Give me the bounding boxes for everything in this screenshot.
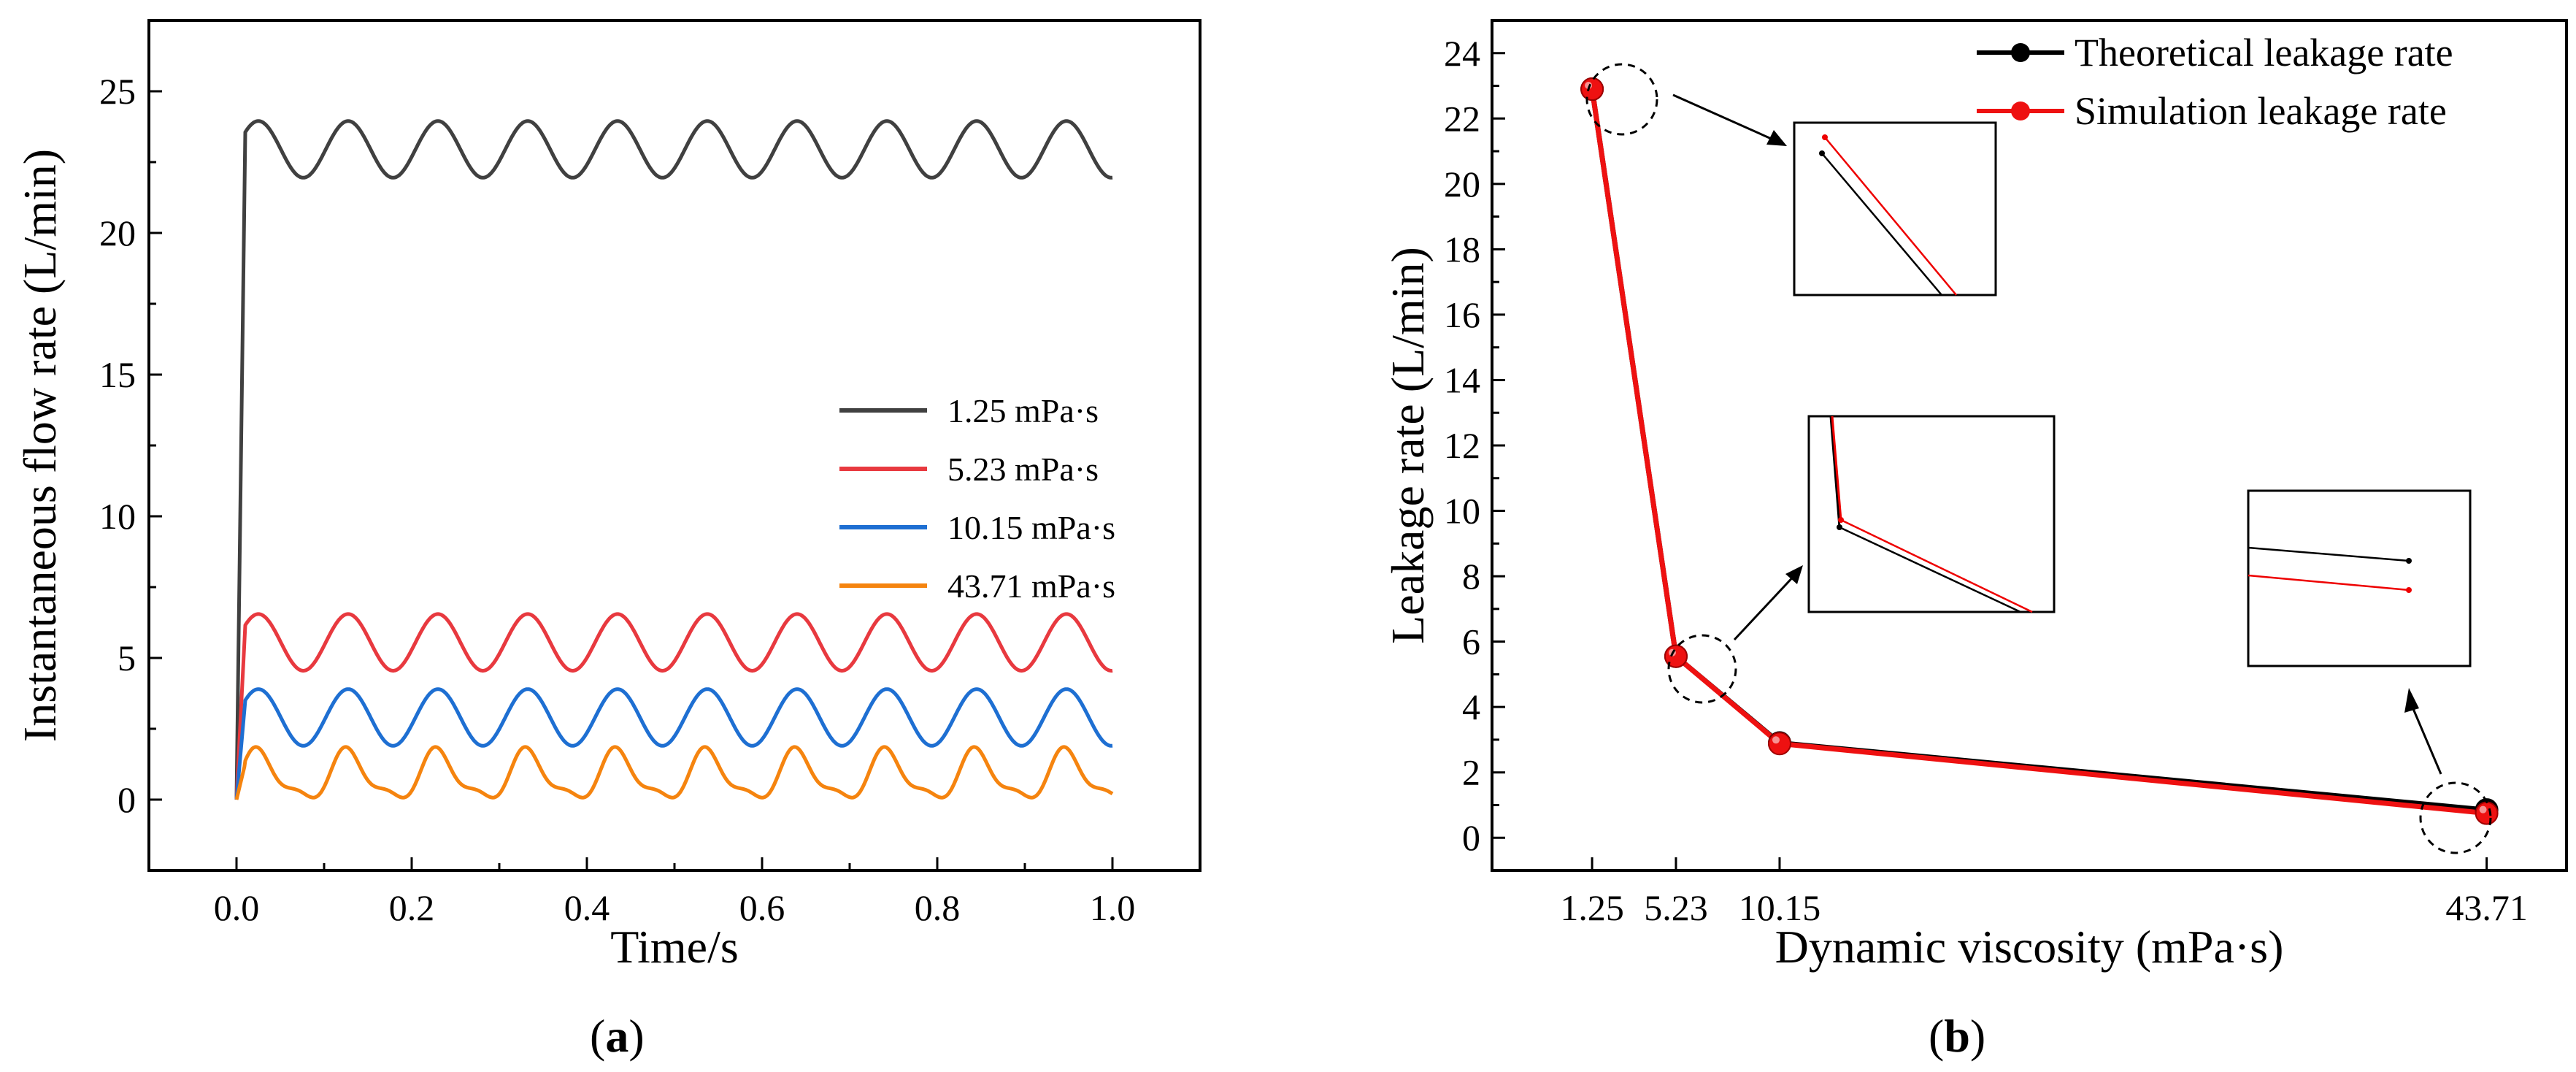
panel-a-y-axis-title: Instantaneous flow rate (L/min) [14, 149, 66, 742]
zoom-inset-1.25-theory-line [1821, 153, 1942, 296]
y-tick-label: 10 [99, 496, 136, 537]
panel-b-y-axis-title: Leakage rate (L/min) [1382, 247, 1434, 644]
data-point-simulation-leakage-rate-10.15 [1767, 732, 1791, 756]
panel-a-plot-frame [147, 19, 1202, 872]
zoom-arrow-43.71 [2410, 705, 2442, 775]
zoom-inset-1.25 [1793, 121, 1997, 296]
y-tick-label: 0 [118, 779, 136, 820]
zoom-circle-5.23 [1667, 634, 1737, 704]
legend-label-5.23-mpa-s: 5.23 mPa·s [947, 451, 1099, 488]
zoom-inset-43.71-sim-marker [2406, 587, 2412, 593]
x-tick-label: 0.6 [739, 887, 785, 928]
y-tick-label: 20 [99, 213, 136, 253]
zoom-arrowhead-43.71 [2404, 688, 2419, 713]
legend-label-43.71-mpa-s: 43.71 mPa·s [947, 567, 1115, 605]
panel-b-series [1580, 77, 2499, 825]
data-point-simulation-leakage-rate-43.71 [2475, 801, 2499, 825]
zoom-circle-43.71 [2419, 781, 2492, 854]
y-tick-label: 5 [118, 638, 136, 678]
y-tick-label: 4 [1462, 686, 1480, 727]
series-line-43.71-mpa-s [234, 745, 1114, 800]
zoom-annotations [1585, 63, 2492, 854]
y-tick-label: 18 [1444, 229, 1480, 269]
y-tick-label: 24 [1444, 33, 1480, 74]
zoom-circle-1.25 [1585, 63, 1658, 136]
x-tick-label: 0.8 [915, 887, 961, 928]
legend-label-theoretical-leakage-rate: Theoretical leakage rate [2075, 31, 2453, 74]
y-tick-label: 6 [1462, 621, 1480, 662]
x-tick-label: 43.71 [2445, 887, 2528, 928]
panel-a-ticks: 0.0 0.2 0.4 0.6 0.8 1.0 0 5 10 15 20 25 [99, 71, 1135, 928]
zoom-inset-43.71-theory-marker [2406, 558, 2412, 564]
legend-label-1.25-mpa-s: 1.25 mPa·s [947, 392, 1099, 429]
zoom-arrowhead-5.23 [1785, 565, 1803, 584]
series-line-10.15-mpa-s [234, 687, 1114, 800]
panel-a-legend: 1.25 mPa·s 5.23 mPa·s 10.15 mPa·s 43.71 mPa… [839, 392, 1115, 605]
x-tick-label: 10.15 [1739, 887, 1821, 928]
zoom-inset-5.23-drop-line [1829, 416, 1841, 528]
panel-a: 0.0 0.2 0.4 0.6 0.8 1.0 0 5 10 15 20 25 Time/s Inst… [14, 19, 1202, 1062]
zoom-inset-5.23-sim-marker [1838, 517, 1844, 523]
zoom-inset-5.23-theory-line [1839, 526, 2021, 613]
y-tick-label: 22 [1444, 98, 1480, 139]
zoom-inset-5.23-drop-line-sim [1831, 416, 1842, 521]
y-tick-label: 8 [1462, 556, 1480, 597]
x-tick-label: 0.0 [214, 887, 260, 928]
data-point-highlight [1772, 736, 1780, 744]
y-tick-label: 25 [99, 71, 136, 112]
panel-b-caption: (b) [1929, 1010, 1985, 1062]
x-tick-label: 5.23 [1644, 887, 1708, 928]
panel-a-caption-letter: a [605, 1010, 628, 1062]
x-tick-label: 0.4 [564, 887, 610, 928]
x-tick-label: 0.2 [389, 887, 435, 928]
legend-marker-theoretical-leakage-rate [2011, 43, 2030, 62]
panel-b-caption-letter: b [1944, 1010, 1970, 1062]
zoom-inset-5.23 [1807, 415, 2056, 613]
series-line-simulation-leakage-rate [1589, 88, 2487, 816]
zoom-inset-43.71-theory-line [2248, 546, 2410, 562]
zoom-arrow-5.23 [1733, 571, 1799, 641]
zoom-arrowhead-1.25 [1766, 130, 1787, 146]
panel-a-caption: (a) [590, 1010, 645, 1062]
zoom-inset-1.25-theory-marker [1819, 150, 1825, 156]
zoom-inset-1.25-sim-line [1824, 137, 1957, 296]
series-line-1.25-mpa-s [234, 119, 1114, 800]
y-tick-label: 15 [99, 354, 136, 395]
y-tick-label: 16 [1444, 294, 1480, 335]
y-tick-label: 2 [1462, 752, 1480, 793]
legend-marker-simulation-leakage-rate [2011, 102, 2030, 120]
data-point-highlight [2479, 805, 2487, 813]
panel-b-x-axis-title: Dynamic viscosity (mPa·s) [1775, 921, 2284, 973]
data-point-highlight [1585, 82, 1593, 90]
series-line-5.23-mpa-s [234, 612, 1114, 800]
zoom-arrow-1.25 [1672, 93, 1782, 145]
x-tick-label: 1.0 [1090, 887, 1136, 928]
zoom-inset-5.23-theory-marker [1837, 524, 1842, 530]
zoom-inset-5.23-sim-line [1840, 518, 2033, 613]
data-point-simulation-leakage-rate-1.25 [1580, 77, 1604, 102]
legend-label-simulation-leakage-rate: Simulation leakage rate [2075, 89, 2447, 133]
panel-b-legend: Theoretical leakage rate Simulation leaka… [1977, 31, 2453, 133]
y-tick-label: 20 [1444, 164, 1480, 204]
legend-label-10.15-mpa-s: 10.15 mPa·s [947, 509, 1115, 546]
panel-b: 1.25 5.23 10.15 43.71024681012141618202224 … [1382, 19, 2568, 1062]
zoom-inset-1.25-sim-marker [1822, 134, 1828, 140]
y-tick-label: 0 [1462, 817, 1480, 858]
x-tick-label: 1.25 [1560, 887, 1624, 928]
y-tick-label: 14 [1444, 359, 1480, 400]
panel-a-x-axis-title: Time/s [610, 921, 739, 973]
panel-a-series [234, 119, 1114, 800]
zoom-inset-43.71-sim-line [2248, 574, 2410, 591]
y-tick-label: 12 [1444, 425, 1480, 466]
y-tick-label: 10 [1444, 491, 1480, 532]
